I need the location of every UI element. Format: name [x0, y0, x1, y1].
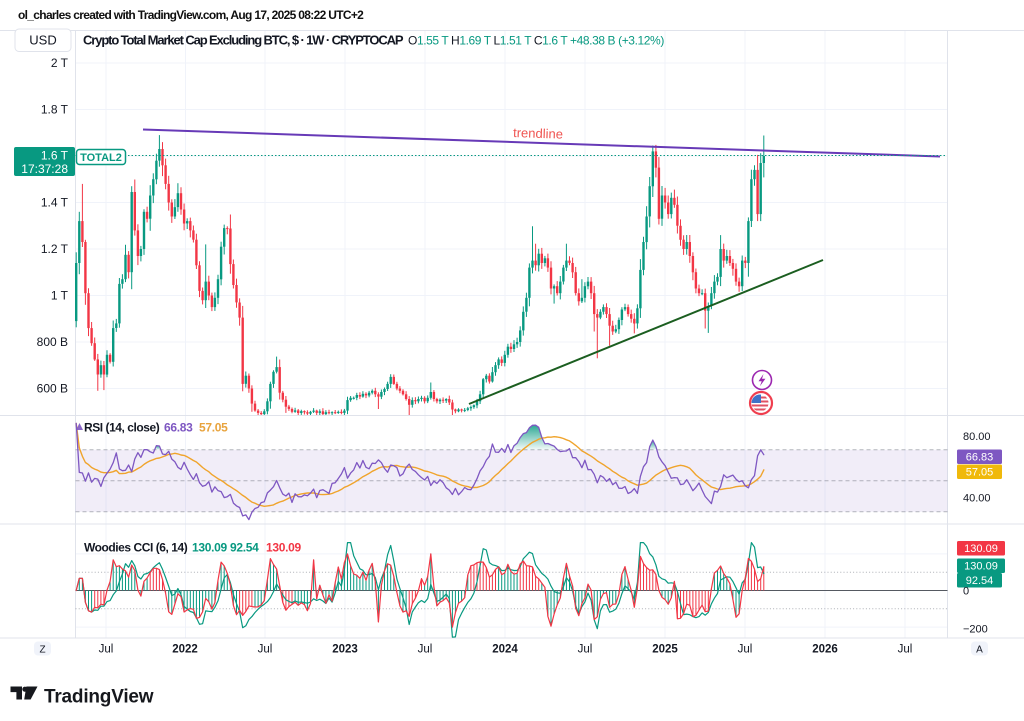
svg-text:−200: −200 [963, 624, 988, 636]
svg-text:57.05: 57.05 [199, 421, 228, 435]
svg-text:66.83: 66.83 [966, 452, 994, 464]
svg-text:130.09: 130.09 [266, 541, 302, 555]
svg-text:Jul: Jul [258, 644, 273, 656]
svg-text:ol_charles created with Tradin: ol_charles created with TradingView.com,… [18, 8, 364, 22]
svg-text:TradingView: TradingView [44, 687, 154, 708]
svg-text:130.09: 130.09 [964, 561, 998, 573]
svg-text:Z: Z [39, 645, 45, 656]
svg-text:2023: 2023 [332, 644, 358, 656]
svg-text:57.05: 57.05 [966, 467, 994, 479]
svg-text:1.4 T: 1.4 T [41, 196, 69, 210]
svg-text:1.6 T: 1.6 T [41, 149, 69, 163]
svg-text:17:37:28: 17:37:28 [21, 162, 68, 176]
svg-text:TOTAL2: TOTAL2 [80, 152, 122, 164]
svg-text:0: 0 [963, 586, 969, 598]
svg-text:Jul: Jul [578, 644, 593, 656]
svg-text:130.09: 130.09 [192, 541, 228, 555]
svg-text:1.2 T: 1.2 T [41, 242, 69, 256]
svg-text:RSI (14, close): RSI (14, close) [84, 421, 160, 435]
svg-text:66.83: 66.83 [164, 421, 193, 435]
svg-text:2026: 2026 [812, 644, 838, 656]
svg-text:Jul: Jul [99, 644, 114, 656]
svg-text:92.54: 92.54 [230, 541, 259, 555]
svg-text:80.00: 80.00 [963, 431, 991, 443]
svg-text:1 T: 1 T [51, 289, 69, 303]
svg-text:Woodies CCI (6, 14): Woodies CCI (6, 14) [84, 541, 188, 555]
svg-text:92.54: 92.54 [966, 575, 994, 587]
svg-text:Jul: Jul [738, 644, 753, 656]
svg-text:2 T: 2 T [51, 56, 69, 70]
svg-text:2024: 2024 [492, 644, 518, 656]
svg-text:2025: 2025 [652, 644, 678, 656]
svg-text:1.8 T: 1.8 T [41, 103, 69, 117]
svg-text:Jul: Jul [418, 644, 433, 656]
svg-text:2022: 2022 [172, 644, 198, 656]
svg-text:40.00: 40.00 [963, 493, 991, 505]
svg-text:130.09: 130.09 [964, 543, 998, 555]
svg-text:800 B: 800 B [37, 335, 68, 349]
svg-text:Crypto Total Market Cap Exclud: Crypto Total Market Cap Excluding BTC, $… [83, 33, 404, 48]
svg-text:USD: USD [29, 33, 56, 48]
svg-text:O1.55 T H1.69 T L1.51 T C1.: O1.55 T H1.69 T L1.51 T C1.6 T +48.38 B … [408, 34, 664, 48]
svg-text:A: A [976, 645, 983, 656]
svg-text:Jul: Jul [898, 644, 913, 656]
svg-text:trendline: trendline [513, 125, 563, 142]
svg-text:600 B: 600 B [37, 382, 68, 396]
